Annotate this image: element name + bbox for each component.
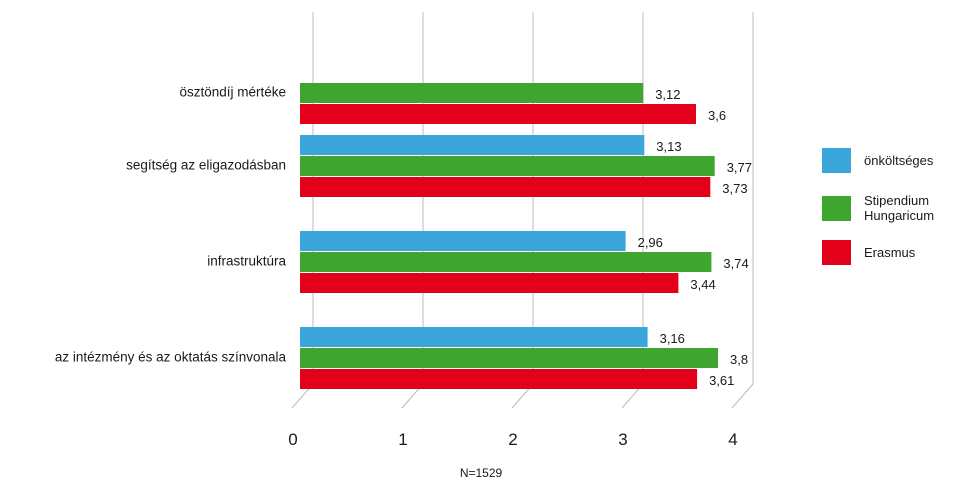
bar-value-label: 3,6 xyxy=(708,108,726,123)
bar-value-label: 3,77 xyxy=(727,160,752,175)
x-tick-label: 1 xyxy=(398,430,407,449)
bar-value-label: 2,96 xyxy=(638,235,663,250)
bar xyxy=(300,252,712,272)
legend-item-stipendium-hungaricum: Stipendium Hungaricum xyxy=(822,193,959,223)
legend-item-erasmus: Erasmus xyxy=(822,240,959,265)
bar-value-label: 3,74 xyxy=(723,256,748,271)
bar xyxy=(300,348,718,368)
bar-value-label: 3,13 xyxy=(656,139,681,154)
bar xyxy=(300,231,626,251)
bar xyxy=(300,369,698,389)
bar-value-label: 3,73 xyxy=(722,181,747,196)
bar xyxy=(300,135,645,155)
bar xyxy=(300,83,644,103)
x-tick-label: 2 xyxy=(508,430,517,449)
bar xyxy=(300,327,648,347)
category-label: ösztöndíj mértéke xyxy=(179,85,286,100)
bar-value-label: 3,61 xyxy=(709,373,734,388)
x-tick-label: 4 xyxy=(728,430,737,449)
legend-label-onkoltseges: önköltséges xyxy=(864,153,934,168)
bar-value-label: 3,12 xyxy=(655,87,680,102)
category-label: az intézmény és az oktatás színvonala xyxy=(55,350,287,365)
legend-label-stipendium-hungaricum: Stipendium Hungaricum xyxy=(864,193,935,223)
legend-swatch-onkoltseges xyxy=(822,148,851,173)
bar xyxy=(300,273,679,293)
bar xyxy=(300,156,715,176)
x-tick-label: 3 xyxy=(618,430,627,449)
legend-item-onkoltseges: önköltséges xyxy=(822,148,959,173)
bar xyxy=(300,104,696,124)
bar-value-label: 3,44 xyxy=(690,277,715,292)
bars xyxy=(300,83,718,389)
category-label: segítség az eligazodásban xyxy=(126,158,286,173)
legend-swatch-stipendium-hungaricum xyxy=(822,195,851,221)
labels: 0 1 2 3 4 ösztöndíj mértéke segítség az eligaz… xyxy=(55,85,752,450)
bar-value-label: 3,8 xyxy=(730,352,748,367)
bar xyxy=(300,177,711,197)
bar-value-label: 3,16 xyxy=(660,331,685,346)
x-tick-label: 0 xyxy=(288,430,297,449)
legend-swatch-erasmus xyxy=(822,240,851,265)
sample-size-note: N=1529 xyxy=(459,466,503,480)
floor-gridline xyxy=(731,383,754,409)
legend-label-erasmus: Erasmus xyxy=(864,245,916,260)
category-label: infrastruktúra xyxy=(207,254,286,269)
